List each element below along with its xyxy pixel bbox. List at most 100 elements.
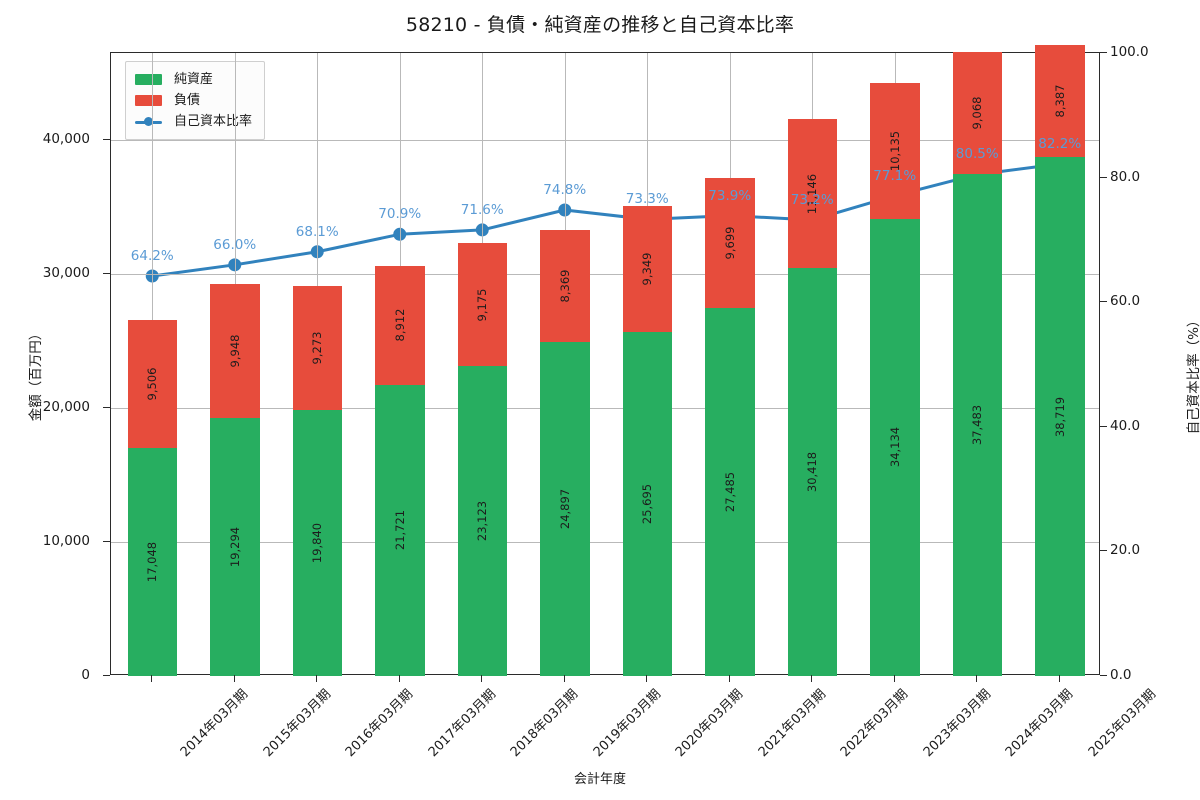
x-axis-tick-label: 2017年03月期 <box>425 686 499 761</box>
bar-segment-net-assets[interactable]: 38,719 <box>1035 157 1085 676</box>
y-axis-left-tick-label: 0 <box>81 667 90 683</box>
y-axis-left-tickmark <box>103 139 110 141</box>
bar-segment-net-assets[interactable]: 19,294 <box>210 417 260 676</box>
ratio-value-label: 80.5% <box>955 146 999 163</box>
bar-value-label-liabilities: 8,369 <box>557 269 572 303</box>
bar-value-label-liabilities: 9,948 <box>227 334 242 368</box>
legend-item-label: 純資産 <box>174 72 214 87</box>
x-axis-tickmark <box>646 675 648 682</box>
bar-segment-liabilities[interactable]: 9,349 <box>622 206 672 332</box>
bar-segment-net-assets[interactable]: 19,840 <box>292 410 342 676</box>
legend-item[interactable]: 自己資本比率 <box>135 111 252 132</box>
y-axis-left-tickmark <box>103 675 110 676</box>
bar-segment-net-assets[interactable]: 21,721 <box>375 384 425 676</box>
x-axis-tick-label: 2016年03月期 <box>343 686 417 761</box>
stacked-bar[interactable]: 9,699 27,485 <box>705 177 755 676</box>
stacked-bar[interactable]: 10,135 34,134 <box>870 82 920 676</box>
x-axis-tick-label: 2014年03月期 <box>178 686 252 761</box>
x-axis-tick-label: 2019年03月期 <box>590 686 664 761</box>
x-axis-tickmark <box>563 675 565 682</box>
ratio-value-label: 74.8% <box>543 181 587 198</box>
bar-segment-net-assets[interactable]: 24,897 <box>540 342 590 676</box>
bar-segment-liabilities[interactable]: 9,068 <box>952 52 1002 174</box>
stacked-bar[interactable]: 9,506 17,048 <box>127 320 177 676</box>
y-axis-left-tickmark <box>103 273 110 275</box>
ratio-value-label: 73.3% <box>625 191 669 208</box>
bar-segment-liabilities[interactable]: 8,912 <box>375 265 425 385</box>
stacked-bar[interactable]: 9,273 19,840 <box>292 285 342 676</box>
stacked-bar[interactable]: 9,175 23,123 <box>457 243 507 676</box>
bar-segment-net-assets[interactable]: 30,418 <box>787 268 837 676</box>
bar-segment-liabilities[interactable]: 9,699 <box>705 177 755 308</box>
chart-legend: 純資産負債 自己資本比率 <box>125 61 266 140</box>
bar-value-label-net-assets: 19,294 <box>227 526 242 567</box>
y-axis-left-tickmark <box>103 541 110 543</box>
y-axis-right-tickmark <box>1100 176 1107 178</box>
grid-line-horizontal <box>111 542 1099 544</box>
legend-item[interactable]: 負債 <box>135 90 252 111</box>
stacked-bar[interactable]: 9,068 37,483 <box>952 52 1002 676</box>
bar-segment-liabilities[interactable]: 9,506 <box>127 320 177 448</box>
grid-line-horizontal <box>111 140 1099 142</box>
y-axis-left-tickmark <box>103 407 110 409</box>
x-axis-tickmark <box>1058 675 1060 682</box>
x-axis-tickmark <box>893 675 895 682</box>
bar-segment-net-assets[interactable]: 25,695 <box>622 331 672 676</box>
x-axis-tickmark <box>481 675 483 682</box>
bar-segment-liabilities[interactable]: 9,175 <box>457 243 507 367</box>
plot-area: 純資産 負債 自己資本比率 9,506 17,048 9,948 19,294 9,273 1… <box>110 44 1100 676</box>
bar-segment-net-assets[interactable]: 27,485 <box>705 307 755 676</box>
bar-segment-liabilities[interactable]: 8,369 <box>540 230 590 343</box>
x-axis-tick-label: 2022年03月期 <box>838 686 912 761</box>
stacked-bar[interactable]: 8,369 24,897 <box>540 230 590 676</box>
ratio-value-label: 73.2% <box>790 191 834 208</box>
y-axis-right-tick-label: 20.0 <box>1110 542 1141 559</box>
ratio-value-label: 68.1% <box>295 223 339 240</box>
bar-value-label-liabilities: 10,135 <box>887 130 902 171</box>
bar-segment-liabilities[interactable]: 8,387 <box>1035 44 1085 158</box>
ratio-value-label: 77.1% <box>873 167 917 184</box>
y-axis-right-tick-label: 80.0 <box>1110 168 1141 185</box>
y-axis-right-tickmark <box>1100 52 1107 53</box>
legend-item[interactable]: 純資産 <box>135 69 252 90</box>
bar-segment-net-assets[interactable]: 23,123 <box>457 366 507 676</box>
ratio-value-label: 70.9% <box>378 206 422 223</box>
y-axis-right-tick-label: 60.0 <box>1110 293 1141 310</box>
y-axis-right-tickmark <box>1100 425 1107 427</box>
stacked-bar[interactable]: 8,387 38,719 <box>1035 44 1085 676</box>
bar-value-label-liabilities: 9,349 <box>640 252 655 286</box>
bar-segment-liabilities[interactable]: 9,948 <box>210 284 260 418</box>
bar-segment-liabilities[interactable]: 11,146 <box>787 119 837 269</box>
grid-line-horizontal <box>111 274 1099 276</box>
y-axis-right-tickmark <box>1100 301 1107 303</box>
x-axis-tickmark <box>811 675 813 682</box>
bar-segment-net-assets[interactable]: 17,048 <box>127 447 177 676</box>
bar-segment-net-assets[interactable]: 37,483 <box>952 173 1002 676</box>
stacked-bar[interactable]: 8,912 21,721 <box>375 265 425 676</box>
bar-value-label-net-assets: 23,123 <box>475 500 490 542</box>
bar-value-label-net-assets: 30,418 <box>805 452 820 493</box>
x-axis-tick-label: 2025年03月期 <box>1085 686 1159 761</box>
stacked-bar[interactable]: 9,948 19,294 <box>210 284 260 676</box>
y-axis-right-label: 自己資本比率（%） <box>1186 313 1200 435</box>
bar-segment-liabilities[interactable]: 9,273 <box>292 285 342 411</box>
bar-segment-net-assets[interactable]: 34,134 <box>870 218 920 676</box>
ratio-value-label: 64.2% <box>130 248 174 265</box>
bar-segment-liabilities[interactable]: 10,135 <box>870 82 920 219</box>
stacked-bar[interactable]: 11,146 30,418 <box>787 119 837 676</box>
x-axis-tick-label: 2018年03月期 <box>508 686 582 761</box>
x-axis-tick-label: 2024年03月期 <box>1003 686 1077 761</box>
x-axis-tickmark <box>151 675 153 682</box>
x-axis-tick-label: 2015年03月期 <box>260 686 334 761</box>
legend-color-swatch <box>135 95 162 106</box>
y-axis-right-tick-label: 100.0 <box>1110 44 1149 60</box>
stacked-bar[interactable]: 9,349 25,695 <box>622 206 672 676</box>
x-axis-tick-label: 2021年03月期 <box>755 686 829 761</box>
y-axis-left-tick-label: 10,000 <box>42 533 90 550</box>
y-axis-left-tick-label: 40,000 <box>42 131 90 148</box>
bar-value-label-liabilities: 9,699 <box>722 226 737 260</box>
chart-title: 58210 - 負債・純資産の推移と自己資本比率 <box>405 14 795 36</box>
x-axis-tick-label: 2023年03月期 <box>920 686 994 761</box>
ratio-value-label: 73.9% <box>708 187 752 204</box>
ratio-value-label: 71.6% <box>460 201 504 218</box>
